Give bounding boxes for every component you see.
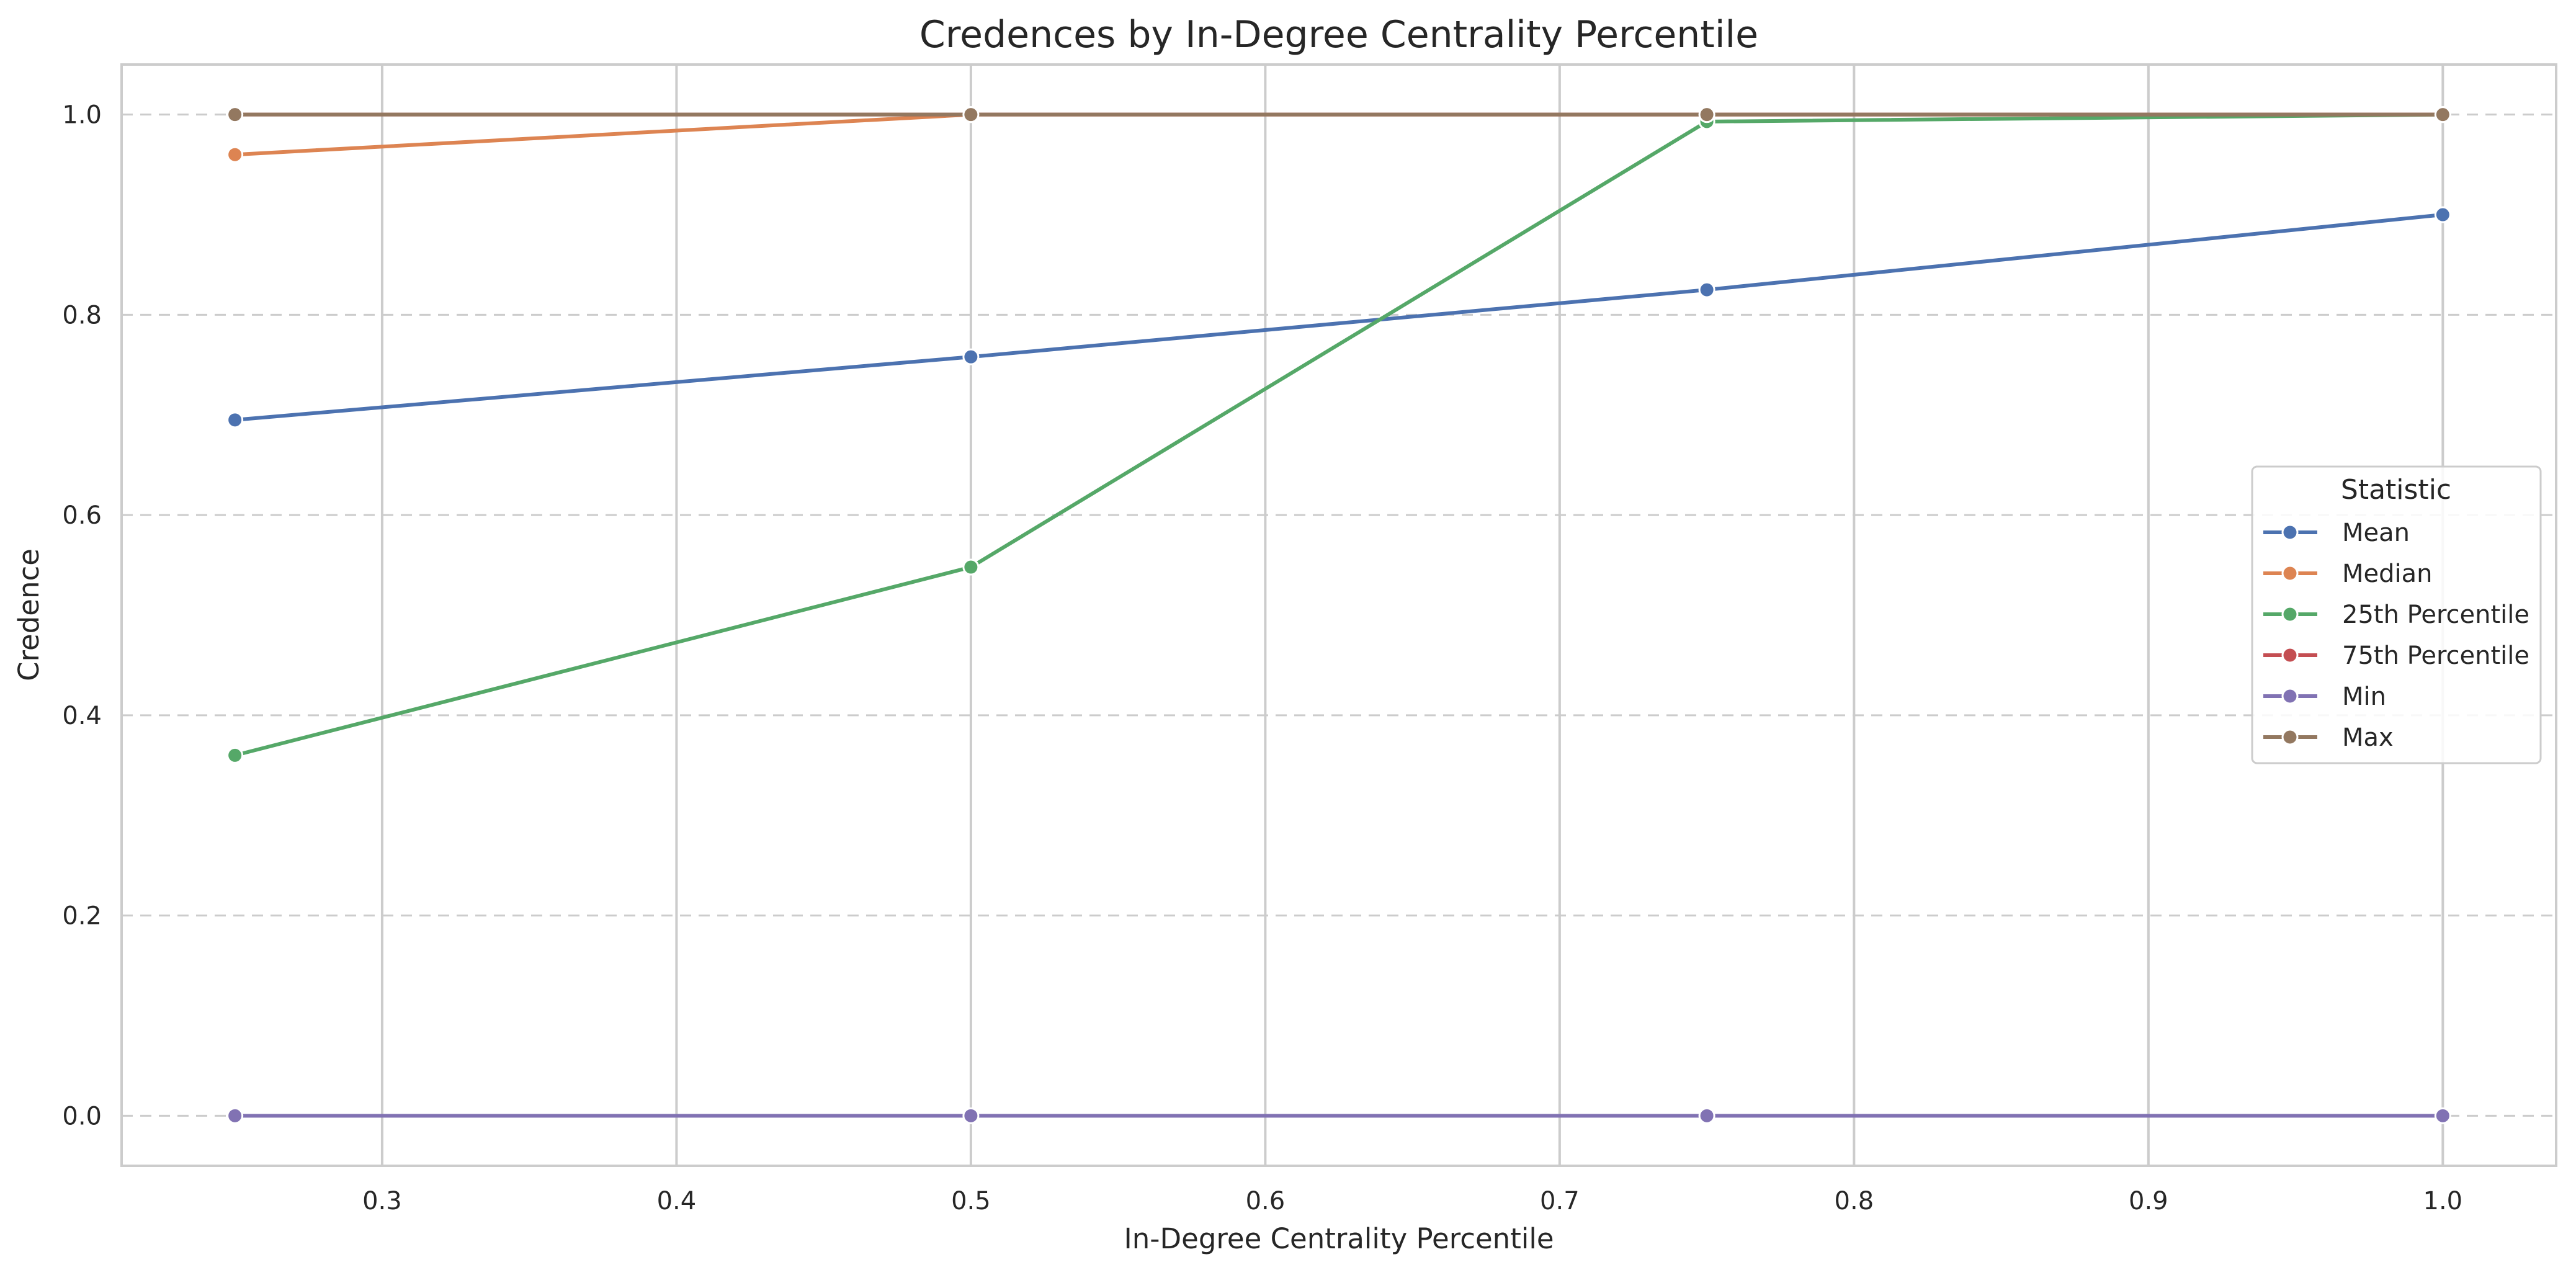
legend-label: Median bbox=[2342, 560, 2433, 588]
x-tick-label: 0.6 bbox=[1246, 1187, 1286, 1215]
y-axis-label: Credence bbox=[12, 548, 45, 681]
data-point-max bbox=[962, 106, 980, 123]
legend-title: Statistic bbox=[2341, 474, 2451, 506]
y-tick-label: 0.0 bbox=[62, 1102, 102, 1130]
data-point-min bbox=[226, 1107, 244, 1124]
legend-item-75th-percentile: 75th Percentile bbox=[2263, 642, 2529, 670]
legend-item-25th-percentile: 25th Percentile bbox=[2263, 601, 2529, 629]
legend-item-median: Median bbox=[2263, 560, 2433, 588]
legend-item-min: Min bbox=[2263, 682, 2386, 711]
legend-swatch-marker bbox=[2281, 728, 2299, 746]
x-tick-labels: 0.3 0.4 0.5 0.6 0.7 0.8 0.9 1.0 bbox=[362, 1187, 2462, 1215]
data-point-25th-percentile bbox=[962, 558, 980, 576]
y-tick-labels: 0.0 0.2 0.4 0.6 0.8 1.0 bbox=[62, 101, 102, 1131]
legend-label: Min bbox=[2342, 682, 2386, 711]
series-line-mean bbox=[235, 213, 2443, 422]
x-tick-label: 0.9 bbox=[2129, 1187, 2168, 1215]
x-tick-label: 0.3 bbox=[362, 1187, 402, 1215]
series-layer bbox=[226, 106, 2451, 1124]
series-line-25th-percentile bbox=[234, 112, 2443, 758]
data-point-mean bbox=[1698, 281, 1715, 298]
x-gridlines bbox=[380, 65, 2444, 1166]
x-tick-label: 0.5 bbox=[951, 1187, 991, 1215]
data-point-mean bbox=[2434, 206, 2451, 223]
legend-swatch-marker bbox=[2281, 606, 2299, 623]
x-tick-label: 1.0 bbox=[2423, 1187, 2463, 1215]
series-max bbox=[226, 106, 2451, 123]
x-axis-label: In-Degree Centrality Percentile bbox=[1124, 1222, 1554, 1255]
legend-item-mean: Mean bbox=[2263, 519, 2410, 547]
legend-label: Max bbox=[2342, 723, 2394, 752]
legend-label: 25th Percentile bbox=[2342, 601, 2529, 629]
chart-title: Credences by In-Degree Centrality Percen… bbox=[919, 13, 1758, 56]
legend-swatch-marker bbox=[2281, 565, 2299, 582]
legend-swatch-marker bbox=[2281, 687, 2299, 705]
legend-label: Mean bbox=[2342, 519, 2410, 547]
data-point-min bbox=[1698, 1107, 1715, 1124]
data-point-max bbox=[1698, 106, 1715, 123]
y-tick-label: 1.0 bbox=[62, 101, 102, 130]
legend-label: 75th Percentile bbox=[2342, 642, 2529, 670]
data-point-max bbox=[2434, 106, 2451, 123]
data-point-25th-percentile bbox=[226, 746, 244, 764]
x-tick-label: 0.4 bbox=[657, 1187, 697, 1215]
data-point-mean bbox=[962, 348, 980, 365]
legend: Statistic Mean Median 25th Percentile 75th … bbox=[2251, 465, 2542, 764]
y-tick-label: 0.6 bbox=[62, 501, 102, 530]
legend-swatch-marker bbox=[2281, 646, 2299, 664]
y-tick-label: 0.2 bbox=[62, 902, 102, 931]
series-mean bbox=[226, 206, 2451, 429]
legend-box bbox=[2251, 465, 2542, 764]
x-tick-label: 0.8 bbox=[1835, 1187, 1874, 1215]
data-point-min bbox=[962, 1107, 980, 1124]
data-point-max bbox=[226, 106, 244, 123]
data-point-min bbox=[2434, 1107, 2451, 1124]
y-tick-label: 0.4 bbox=[62, 702, 102, 730]
data-point-mean bbox=[226, 411, 244, 429]
data-point-median bbox=[226, 146, 244, 163]
x-tick-label: 0.7 bbox=[1540, 1187, 1580, 1215]
y-tick-label: 0.8 bbox=[62, 301, 102, 329]
legend-swatch-marker bbox=[2281, 524, 2299, 541]
legend-item-max: Max bbox=[2263, 723, 2394, 752]
plot-background bbox=[120, 63, 2557, 1167]
series-min bbox=[226, 1107, 2451, 1124]
legend-items: Mean Median 25th Percentile 75th Percentile… bbox=[2263, 519, 2529, 752]
